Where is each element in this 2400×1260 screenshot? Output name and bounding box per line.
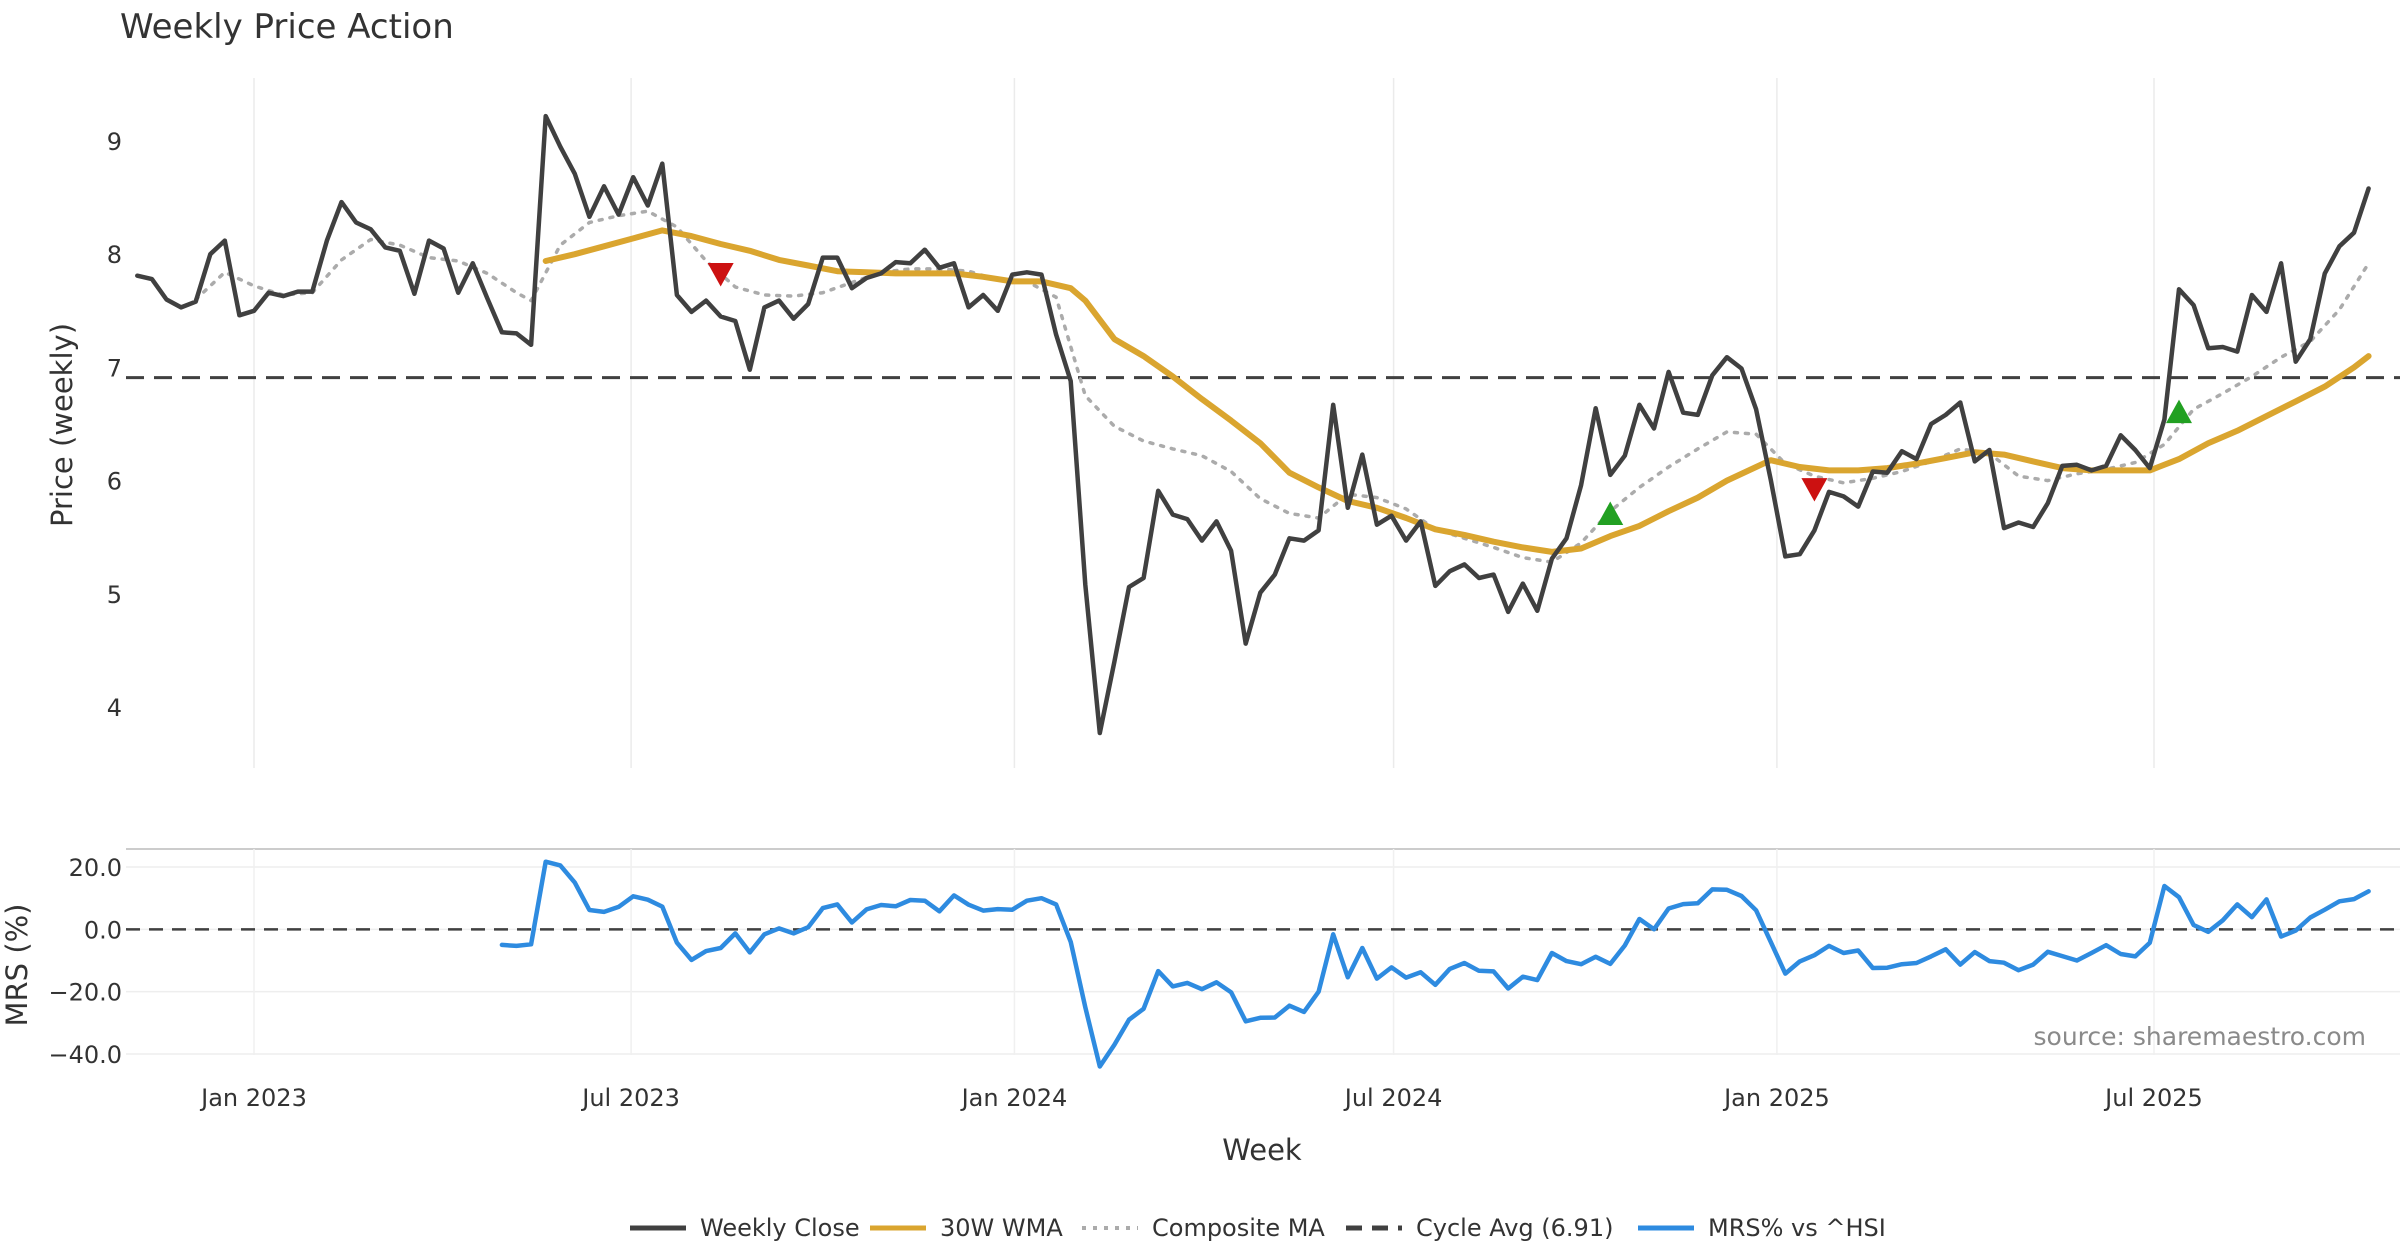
price-y-tick-label: 7 (107, 354, 122, 382)
price-y-tick-label: 6 (107, 468, 122, 496)
x-tick-label: Jul 2024 (1343, 1084, 1443, 1112)
x-tick-label: Jan 2025 (1722, 1084, 1830, 1112)
mrs-y-axis-title: MRS (%) (0, 904, 34, 1027)
legend-label: Cycle Avg (6.91) (1416, 1214, 1613, 1242)
mrs-y-tick-label: −20.0 (48, 979, 122, 1007)
x-tick-label: Jan 2023 (199, 1084, 307, 1112)
price-y-tick-label: 4 (107, 694, 122, 722)
price-y-tick-label: 8 (107, 241, 122, 269)
series-30w-wma (542, 227, 2372, 555)
x-axis: Jan 2023 Jul 2023 Jan 2024 Jul 2024 Jan 2025… (199, 1084, 2203, 1112)
price-y-tick-label: 9 (107, 128, 122, 156)
price-y-tick-label: 5 (107, 581, 122, 609)
legend-item-mrs-vs-hsi: MRS% vs ^HSI (1638, 1214, 1886, 1242)
legend-label: 30W WMA (940, 1214, 1063, 1242)
series-composite-ma (193, 209, 2371, 564)
legend-item-composite-ma: Composite MA (1082, 1214, 1325, 1242)
buy-signal-marker (1597, 501, 1624, 525)
mrs-y-tick-label: −40.0 (48, 1041, 122, 1069)
legend-label: MRS% vs ^HSI (1708, 1214, 1886, 1242)
source-note: source: sharemaestro.com (2034, 1022, 2367, 1051)
price-series-group (126, 113, 2400, 736)
legend-label: Weekly Close (700, 1214, 860, 1242)
mrs-series-group (126, 859, 2400, 1069)
sell-signal-marker (1801, 478, 1828, 502)
price-y-axis-title: Price (weekly) (45, 323, 79, 527)
legend: Weekly Close 30W WMA Composite MA Cycle Avg… (630, 1214, 1886, 1242)
buy-signal-marker (2166, 399, 2192, 424)
signal-markers (707, 263, 2192, 525)
legend-label: Composite MA (1152, 1214, 1325, 1242)
chart-title: Weekly Price Action (120, 7, 454, 47)
mrs-y-tick-label: 0.0 (84, 916, 122, 944)
price-gridlines (253, 78, 2155, 768)
series-weekly-close (135, 113, 2371, 736)
mrs-panel: 20.0 0.0 −20.0 −40.0 MRS (%) source: sharem… (0, 848, 2400, 1069)
mrs-y-axis: 20.0 0.0 −20.0 −40.0 (48, 854, 122, 1069)
x-tick-label: Jul 2023 (580, 1084, 680, 1112)
legend-item-cycle-avg-6-91: Cycle Avg (6.91) (1346, 1214, 1613, 1242)
mrs-y-tick-label: 20.0 (69, 854, 122, 882)
series-mrs-vs-hsi (499, 859, 2371, 1069)
sell-signal-marker (707, 263, 734, 287)
price-y-axis: 4 5 6 7 8 9 (107, 128, 122, 722)
legend-item-weekly-close: Weekly Close (630, 1214, 860, 1242)
x-tick-label: Jan 2024 (960, 1084, 1068, 1112)
x-axis-title: Week (1222, 1133, 1302, 1167)
price-panel: 4 5 6 7 8 9 Price (weekly) (45, 78, 2400, 768)
legend-item-30w-wma: 30W WMA (870, 1214, 1063, 1242)
x-tick-label: Jul 2025 (2103, 1084, 2203, 1112)
